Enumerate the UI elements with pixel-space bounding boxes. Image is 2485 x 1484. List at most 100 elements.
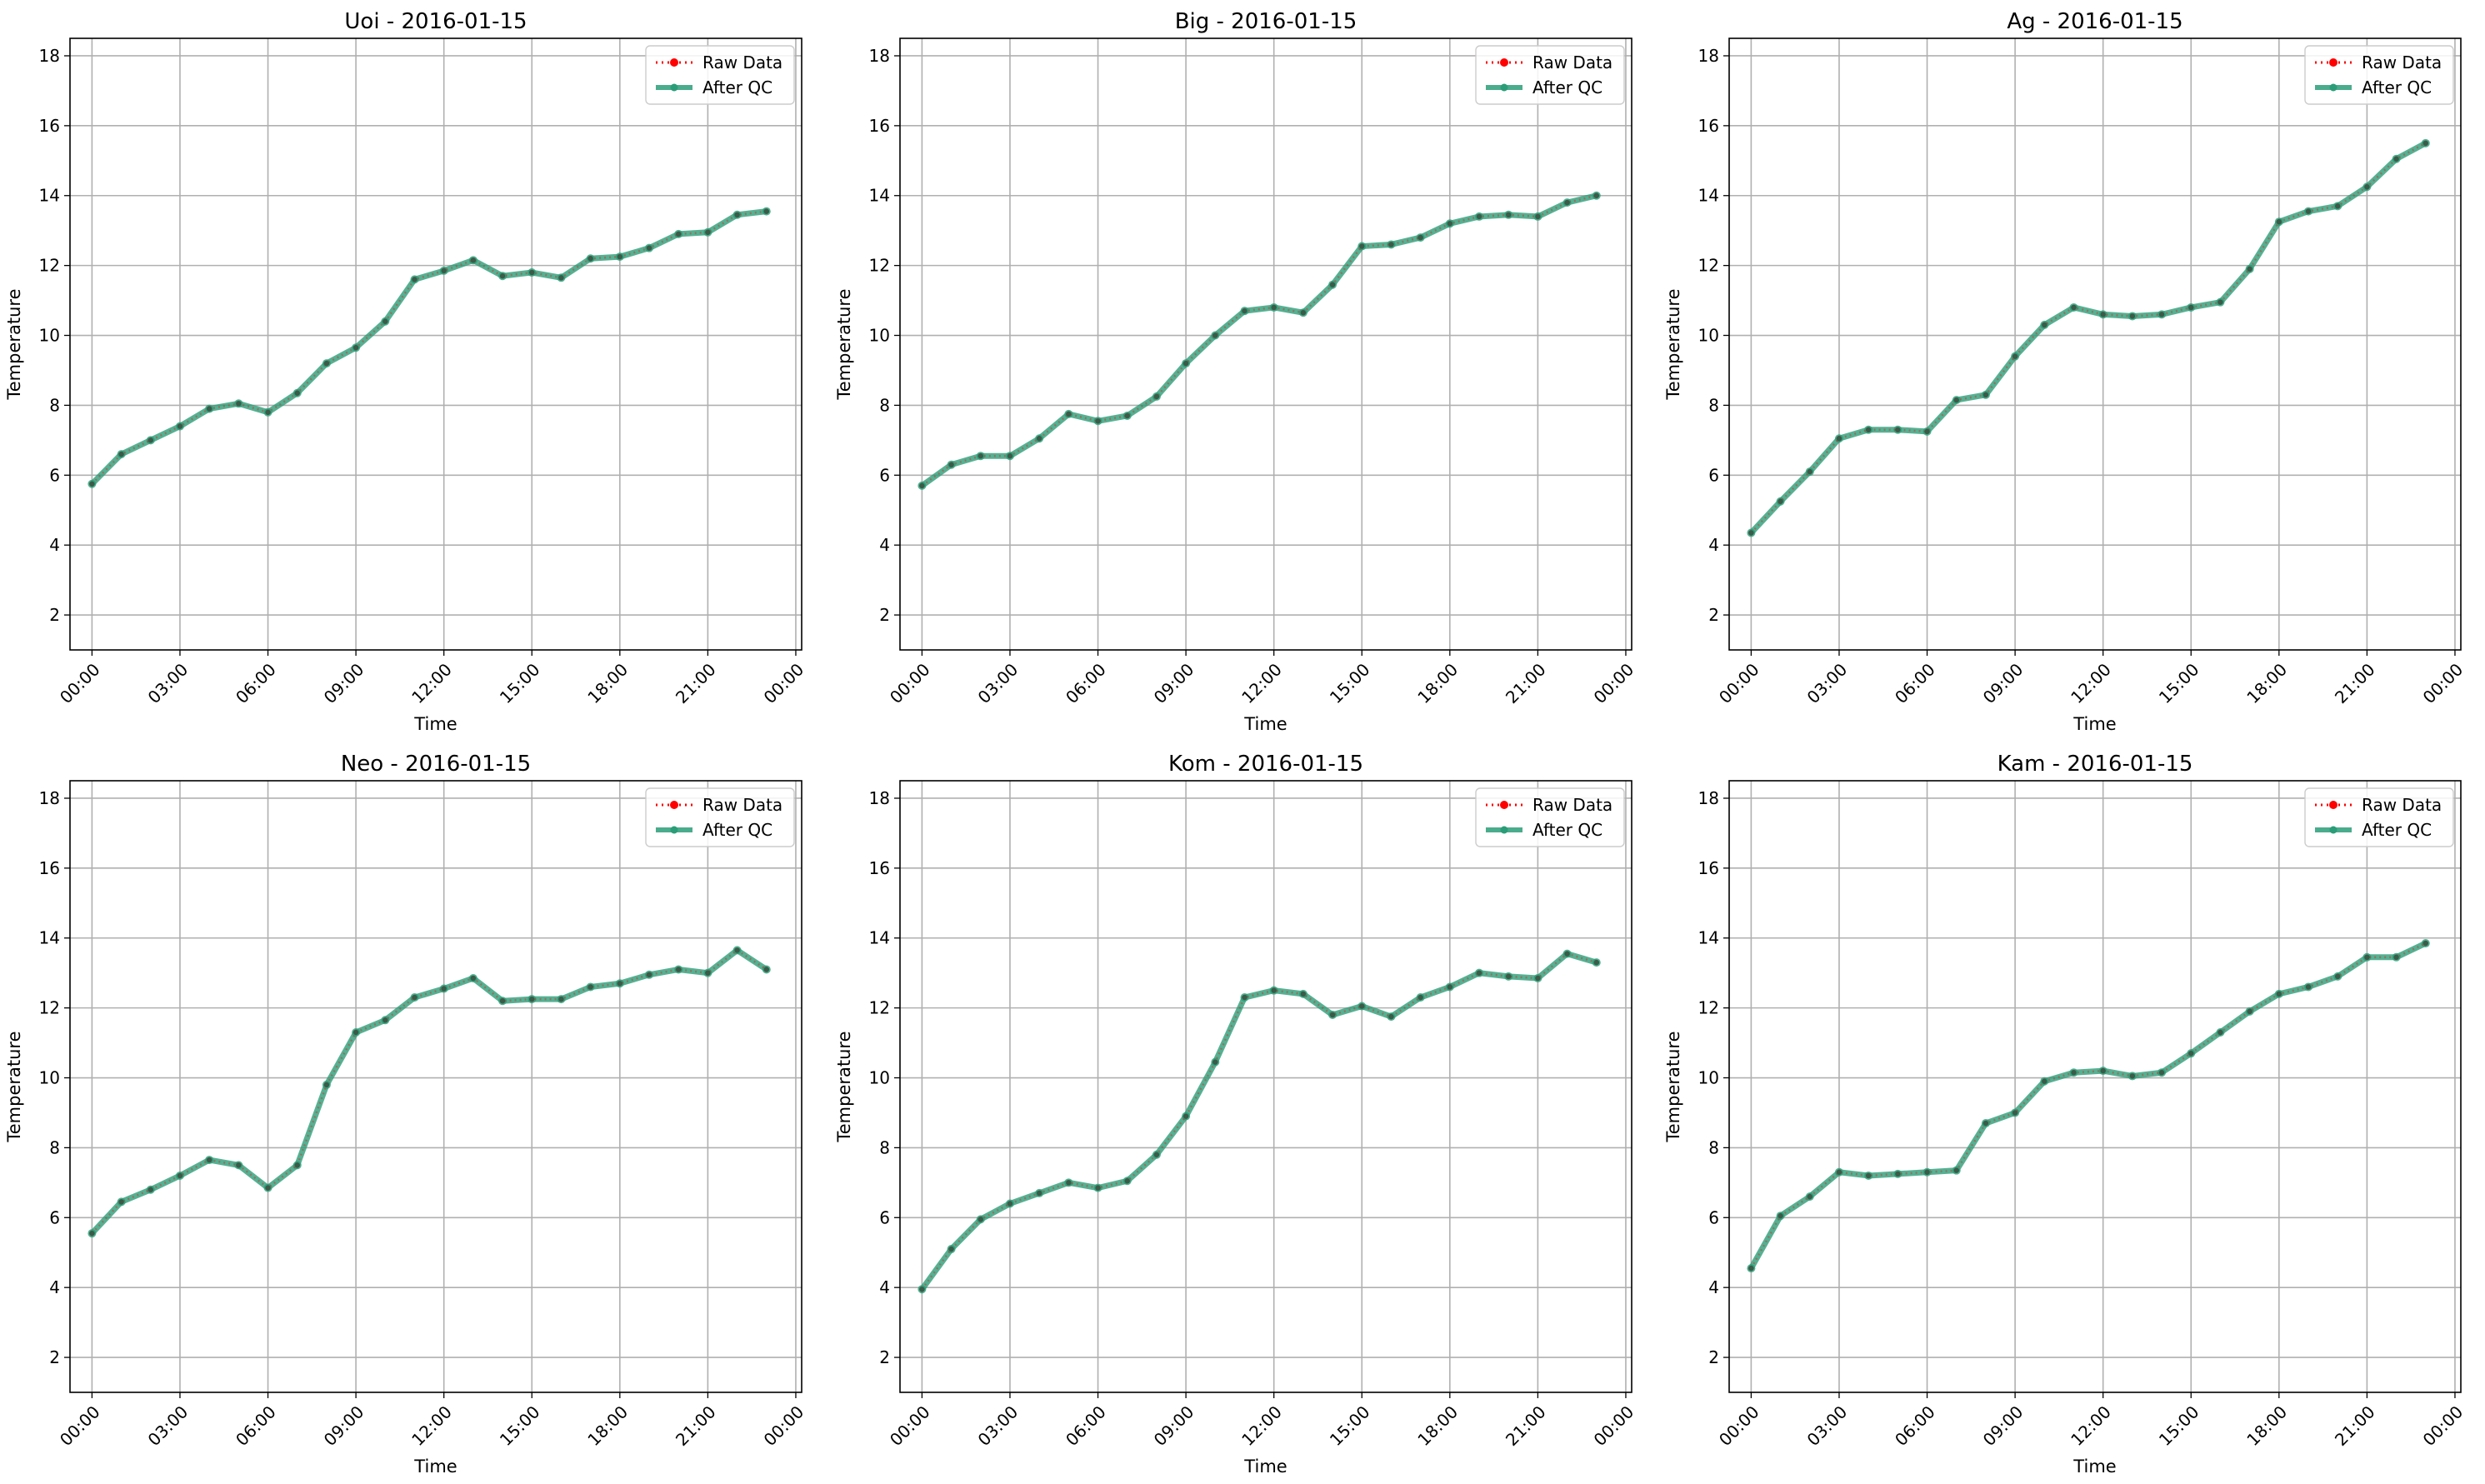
point-raw-data [1476, 970, 1482, 976]
point-raw-data [1153, 393, 1160, 400]
legend-label-after-qc: After QC [1532, 77, 1602, 97]
y-tick-label: 12 [1698, 256, 1719, 276]
x-tick-label: 12:00 [408, 659, 456, 707]
y-tick-label: 16 [39, 116, 60, 136]
point-raw-data [1359, 243, 1365, 249]
point-raw-data [294, 1162, 300, 1168]
x-tick-label: 09:00 [1150, 1402, 1198, 1450]
point-raw-data [1036, 436, 1042, 442]
y-axis-label: Temperature [4, 1031, 24, 1142]
y-tick-label: 4 [49, 535, 60, 555]
legend-marker-after-qc [2329, 826, 2338, 834]
point-raw-data [1895, 427, 1901, 432]
x-tick-label: 12:00 [1238, 659, 1286, 707]
point-raw-data [382, 318, 388, 324]
legend-label-after-qc: After QC [1532, 820, 1602, 840]
y-axis-label: Temperature [834, 1031, 854, 1142]
point-raw-data [1095, 1185, 1101, 1191]
x-tick-label: 18:00 [583, 1402, 632, 1450]
x-tick-label: 06:00 [232, 659, 280, 707]
x-tick-label: 09:00 [1150, 659, 1198, 707]
point-raw-data [2276, 991, 2282, 997]
point-raw-data [1271, 987, 1277, 993]
x-tick-label: 15:00 [2155, 1402, 2203, 1450]
y-tick-label: 14 [869, 928, 890, 948]
point-raw-data [1593, 959, 1599, 966]
x-tick-label: 12:00 [2067, 1402, 2115, 1450]
point-raw-data [2276, 219, 2282, 225]
legend-label-raw-data: Raw Data [1532, 795, 1612, 815]
x-tick-label: 21:00 [2331, 1402, 2379, 1450]
x-axis-label: Time [1243, 1457, 1287, 1477]
legend-marker-raw-data [1500, 801, 1508, 809]
point-raw-data [2100, 1067, 2106, 1074]
point-raw-data [1182, 1113, 1189, 1119]
y-tick-label: 16 [1698, 858, 1719, 878]
y-tick-label: 2 [49, 605, 60, 625]
legend-marker-after-qc [1500, 83, 1508, 92]
legend-marker-after-qc [1500, 826, 1508, 834]
point-raw-data [1924, 428, 1930, 435]
point-raw-data [118, 451, 124, 457]
x-tick-label: 18:00 [1413, 1402, 1462, 1450]
y-tick-label: 18 [39, 46, 60, 66]
point-raw-data [352, 344, 359, 351]
point-raw-data [2218, 299, 2223, 305]
point-raw-data [1388, 242, 1394, 247]
point-raw-data [118, 1199, 124, 1205]
y-tick-label: 8 [49, 1137, 60, 1157]
point-raw-data [2129, 313, 2136, 319]
x-tick-label: 09:00 [320, 1402, 368, 1450]
point-raw-data [2188, 1050, 2194, 1057]
legend-marker-raw-data [670, 58, 678, 67]
point-raw-data [978, 1217, 983, 1222]
plot-area [70, 781, 802, 1392]
y-tick-label: 16 [869, 858, 890, 878]
point-raw-data [1836, 436, 1842, 442]
point-raw-data [1359, 1003, 1365, 1009]
point-raw-data [2335, 973, 2341, 980]
x-tick-label: 09:00 [320, 659, 368, 707]
x-tick-label: 09:00 [1979, 1402, 2028, 1450]
y-tick-label: 6 [879, 465, 890, 485]
x-tick-label: 03:00 [1803, 1402, 1852, 1450]
x-tick-label: 00:00 [760, 1402, 808, 1450]
y-tick-label: 6 [879, 1207, 890, 1227]
point-raw-data [1388, 1013, 1394, 1020]
point-raw-data [323, 1082, 330, 1088]
point-raw-data [948, 462, 954, 467]
y-tick-label: 18 [1698, 46, 1719, 66]
point-raw-data [2422, 140, 2428, 147]
y-tick-label: 12 [869, 998, 890, 1018]
point-raw-data [206, 406, 212, 412]
point-raw-data [1242, 307, 1248, 314]
y-axis-label: Temperature [1663, 288, 1683, 400]
y-tick-label: 10 [39, 326, 60, 346]
y-tick-label: 14 [1698, 928, 1719, 948]
point-raw-data [734, 947, 740, 953]
y-tick-label: 2 [879, 1347, 890, 1367]
point-raw-data [617, 981, 623, 987]
point-raw-data [2305, 984, 2312, 990]
chart-panel-5: 00:00 03:00 06:00 09:00 12:00 15:00 18:00 21:00… [1663, 752, 2467, 1477]
point-raw-data [441, 267, 447, 274]
point-raw-data [2071, 304, 2077, 311]
point-raw-data [1182, 360, 1189, 367]
chart-panel-4: 00:00 03:00 06:00 09:00 12:00 15:00 18:00 21:00… [834, 752, 1638, 1477]
y-tick-label: 16 [869, 116, 890, 136]
point-raw-data [1095, 418, 1101, 424]
legend-label-after-qc: After QC [2362, 820, 2432, 840]
series-line-raw-data [1750, 942, 2427, 1269]
y-tick-label: 4 [1708, 1277, 1719, 1297]
plot-area [900, 781, 1632, 1392]
point-raw-data [1506, 973, 1512, 980]
point-raw-data [2100, 312, 2106, 317]
y-tick-label: 14 [39, 928, 60, 948]
legend-label-raw-data: Raw Data [702, 795, 782, 815]
y-tick-label: 2 [879, 605, 890, 625]
chart-title: Big - 2016-01-15 [1175, 9, 1358, 34]
x-tick-label: 12:00 [408, 1402, 456, 1450]
point-raw-data [148, 1187, 153, 1192]
point-raw-data [1212, 332, 1218, 338]
legend-label-raw-data: Raw Data [1532, 52, 1612, 72]
